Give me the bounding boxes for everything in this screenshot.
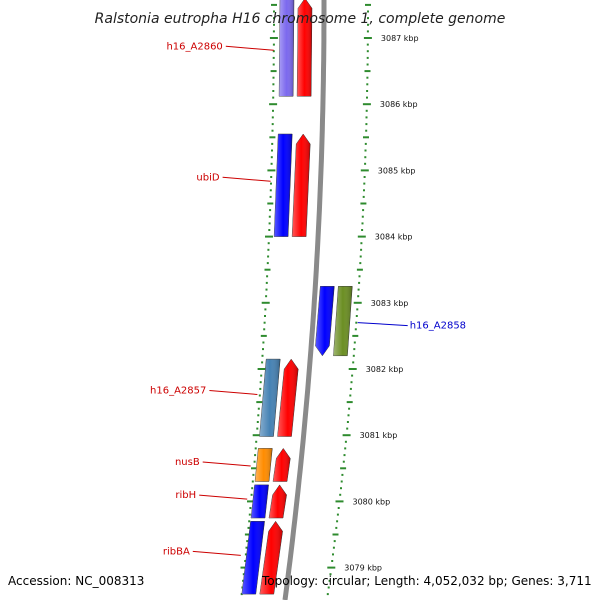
backbone bbox=[282, 0, 327, 600]
tick-label-3080: 3080 kbp bbox=[353, 497, 391, 506]
tick-label-3086: 3086 kbp bbox=[380, 100, 418, 109]
gene-label-h16-a2857: h16_A2857 bbox=[150, 386, 206, 397]
cds-ribba bbox=[259, 520, 283, 595]
label-line-h16-a2857 bbox=[209, 390, 258, 395]
cds-nusb-shade bbox=[273, 448, 291, 482]
cds-h16-a2860-shade bbox=[297, 0, 312, 97]
label-line-h16-a2858 bbox=[357, 322, 408, 327]
cds-ubid bbox=[291, 133, 311, 237]
cds-ribh bbox=[268, 484, 287, 519]
gene-h16-a2858 bbox=[315, 286, 335, 357]
cds-h16-a2857 bbox=[277, 358, 299, 437]
label-line-h16-a2860 bbox=[225, 45, 274, 51]
ticks-right: 3087 kbp 3086 kbp 3085 kbp 3084 kbp 3083 kbp… bbox=[326, 3, 419, 596]
gene-h16-a2858-shade bbox=[315, 286, 335, 356]
summary-text: Topology: circular; Length: 4,052,032 bp… bbox=[262, 574, 592, 588]
gene-label-nusb: nusB bbox=[175, 457, 200, 468]
cds-h16-a2858-shade bbox=[333, 286, 353, 356]
cds-ubid-shade bbox=[292, 134, 311, 237]
gene-label-ribba: ribBA bbox=[163, 546, 190, 557]
gene-h16-a2857 bbox=[259, 358, 281, 437]
label-line-nusb bbox=[202, 461, 251, 467]
gene-ribh bbox=[250, 484, 269, 519]
label-line-ubid bbox=[222, 176, 271, 182]
map-title: Ralstonia eutropha H16 chromosome 1, com… bbox=[95, 11, 506, 27]
gene-label-ubid: ubiD bbox=[196, 172, 219, 183]
cds-h16-a2860 bbox=[296, 0, 313, 97]
gene-h16-a2860 bbox=[278, 0, 295, 97]
gene-ubid-shade bbox=[274, 134, 293, 237]
tick-label-3081: 3081 kbp bbox=[360, 431, 398, 440]
accession-text: Accession: NC_008313 bbox=[8, 574, 145, 588]
gene-label-h16-a2858: h16_A2858 bbox=[410, 321, 466, 332]
ticks-left bbox=[240, 3, 278, 596]
tick-label-3085: 3085 kbp bbox=[378, 166, 416, 175]
gene-ubid bbox=[273, 133, 293, 237]
tick-label-3079: 3079 kbp bbox=[344, 564, 382, 573]
cds-nusb bbox=[272, 447, 291, 482]
gene-h16-a2857-shade bbox=[259, 359, 281, 437]
gene-nusb-shade bbox=[255, 448, 273, 482]
tick-label-3084: 3084 kbp bbox=[375, 233, 413, 242]
features bbox=[241, 0, 353, 595]
label-line-ribh bbox=[199, 494, 248, 500]
gene-label-ribh: ribH bbox=[175, 490, 196, 501]
cds-h16-a2858 bbox=[333, 286, 353, 357]
backbone-line bbox=[282, 0, 327, 600]
tick-label-3087: 3087 kbp bbox=[381, 34, 419, 43]
gene-ribba-shade bbox=[241, 521, 265, 595]
tick-label-3082: 3082 kbp bbox=[366, 365, 404, 374]
cds-ribh-shade bbox=[269, 484, 287, 518]
tick-label-3083: 3083 kbp bbox=[371, 299, 409, 308]
gene-label-h16-a2860: h16_A2860 bbox=[166, 41, 222, 52]
cds-ribba-shade bbox=[259, 521, 283, 595]
gene-ribba bbox=[241, 521, 265, 595]
gene-ribh-shade bbox=[251, 484, 269, 518]
labels: h16_A2860 ubiD h16_A2857 nusB ribH ribBA h16_A… bbox=[150, 41, 466, 557]
gene-h16-a2860-shade bbox=[279, 0, 294, 97]
gene-nusb bbox=[254, 448, 273, 482]
cds-h16-a2857-shade bbox=[277, 359, 299, 437]
label-line-ribba bbox=[192, 550, 241, 556]
